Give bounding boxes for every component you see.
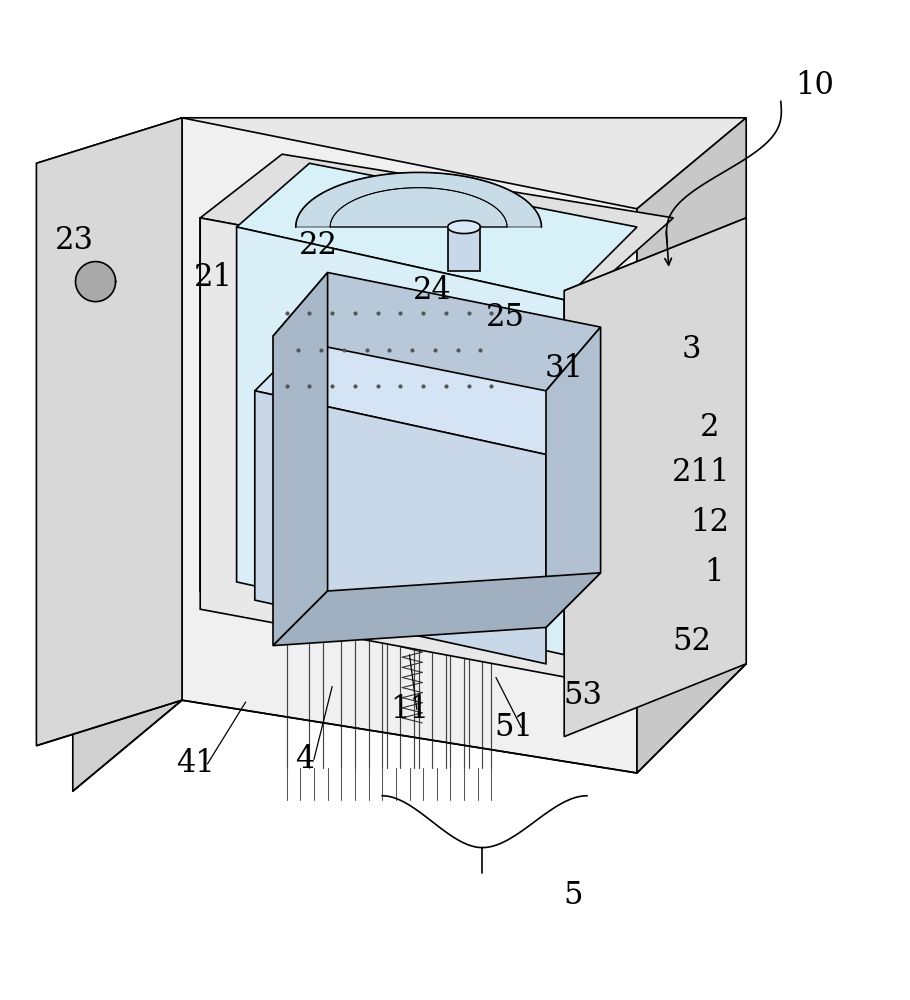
Polygon shape [255,391,546,664]
Polygon shape [237,163,637,300]
Text: 53: 53 [563,680,602,711]
Text: 24: 24 [413,275,451,306]
Polygon shape [546,327,601,627]
Polygon shape [36,118,182,746]
Polygon shape [200,218,592,682]
Polygon shape [73,118,182,791]
Polygon shape [448,220,480,234]
Text: 12: 12 [691,507,729,538]
Polygon shape [273,272,328,646]
Polygon shape [36,118,182,163]
Polygon shape [237,227,564,655]
Text: 11: 11 [390,694,429,725]
Text: 1: 1 [704,557,724,588]
Polygon shape [273,573,601,646]
Polygon shape [73,118,746,209]
Text: 5: 5 [563,880,583,911]
Text: 2: 2 [700,412,720,443]
Polygon shape [36,700,182,746]
Text: 22: 22 [299,230,338,261]
Text: 10: 10 [795,70,834,101]
Text: 21: 21 [195,262,233,293]
Polygon shape [637,118,746,773]
Polygon shape [448,227,480,271]
Polygon shape [76,262,116,302]
Polygon shape [296,172,541,227]
Text: 52: 52 [672,626,711,657]
Text: 23: 23 [56,225,94,256]
Text: 31: 31 [545,353,583,384]
Text: 51: 51 [495,712,533,743]
Polygon shape [273,272,601,391]
Text: 41: 41 [177,748,215,779]
Text: 4: 4 [295,744,315,775]
Text: 211: 211 [672,457,730,488]
Text: 25: 25 [486,302,524,334]
Polygon shape [564,218,746,291]
Polygon shape [182,118,637,773]
Text: 3: 3 [682,334,702,365]
Polygon shape [255,336,601,454]
Polygon shape [200,154,673,291]
Polygon shape [564,218,746,737]
